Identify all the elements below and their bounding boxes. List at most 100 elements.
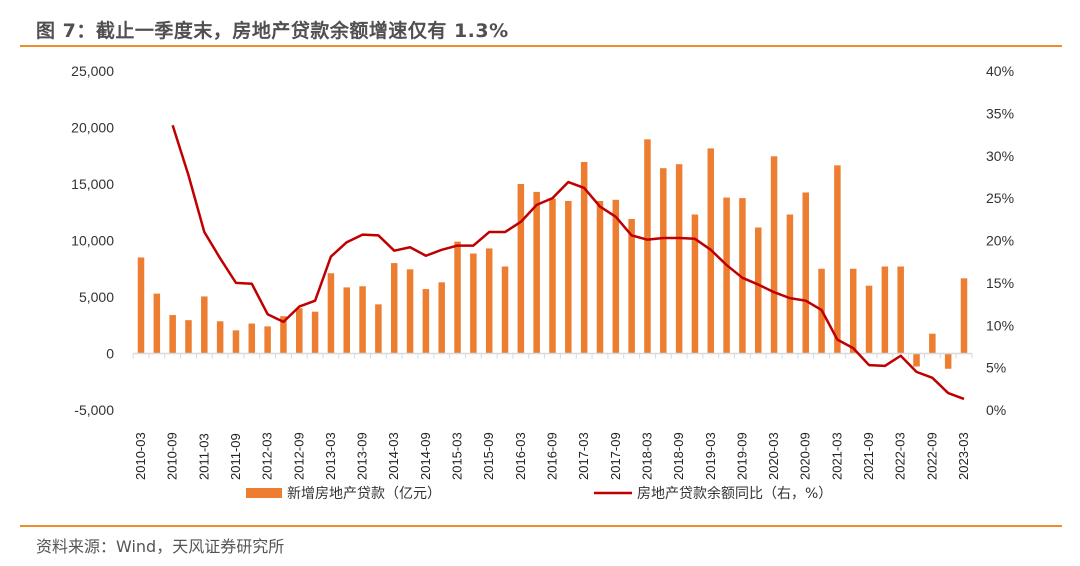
bar-2016-06 [533, 191, 540, 354]
left-axis-tick-label: 25,000 [71, 63, 114, 79]
x-axis-tick-label: 2018-03 [639, 432, 654, 480]
source-note: 资料来源：Wind，天风证券研究所 [36, 537, 285, 556]
x-axis-tick-label: 2012-03 [260, 432, 275, 480]
x-axis-tick-label: 2022-09 [924, 432, 939, 480]
x-axis-tick-label: 2013-03 [323, 432, 338, 480]
right-axis-tick-label: 30% [986, 148, 1014, 164]
right-axis-tick-label: 35% [986, 105, 1014, 121]
bar-2013-03 [327, 273, 335, 354]
x-axis-tick-label: 2013-09 [355, 432, 370, 480]
bar-2017-03 [580, 161, 588, 354]
bar-2012-03 [264, 326, 271, 354]
x-axis-tick-label: 2012-09 [291, 432, 306, 480]
right-axis-tick-label: 25% [986, 190, 1014, 206]
bar-2010-09 [169, 315, 176, 354]
x-axis-tick-label: 2021-03 [829, 432, 844, 480]
x-axis: 2010-03 2010-09 2011-03 2011-09 2012-03 2012-… [132, 352, 973, 480]
x-axis-tick-label: 2017-09 [608, 432, 623, 480]
bar-2020-09 [802, 192, 809, 354]
left-axis-tick-label: 0 [106, 346, 114, 362]
right-axis-tick-label: 0% [986, 402, 1006, 418]
bar-2010-12 [185, 320, 192, 354]
bar-2016-03 [517, 184, 525, 354]
bar-2016-12 [565, 200, 572, 354]
bar-2012-09 [296, 308, 303, 354]
bar-2020-06 [786, 214, 794, 354]
bar-2018-06 [660, 168, 667, 354]
bar-2013-12 [375, 304, 382, 354]
x-axis-tick-label: 2014-09 [418, 432, 433, 480]
bar-2018-09 [675, 164, 683, 354]
x-axis-tick-label: 2020-03 [766, 432, 781, 480]
bar-2015-12 [501, 266, 509, 354]
x-axis-tick-label: 2015-03 [450, 432, 465, 480]
x-axis-tick-label: 2018-09 [671, 432, 686, 480]
bar-2015-09 [485, 248, 493, 354]
bar-2019-09 [739, 198, 746, 354]
bar-2013-06 [343, 287, 350, 354]
bar-2015-06 [470, 253, 477, 354]
x-axis-tick-label: 2011-09 [228, 433, 243, 480]
left-axis-tick-label: 15,000 [71, 176, 114, 192]
source-divider [20, 525, 1062, 527]
x-axis-tick-label: 2011-03 [196, 433, 211, 480]
bar-2011-06 [216, 321, 224, 354]
bar-2010-03 [137, 257, 145, 354]
x-axis-tick-label: 2023-03 [956, 432, 971, 480]
bar-2014-06 [406, 269, 414, 354]
x-axis-tick-label: 2020-09 [798, 432, 813, 480]
legend-line-label: 房地产贷款余额同比（右，%） [637, 485, 832, 502]
bar-2012-06 [280, 316, 287, 354]
bar-2010-06 [153, 293, 161, 354]
x-axis-tick-label: 2010-03 [133, 432, 148, 480]
bar-2012-12 [311, 311, 319, 354]
bar-2017-06 [596, 200, 604, 354]
legend-bar-swatch [246, 488, 282, 498]
right-axis-tick-label: 5% [986, 360, 1006, 376]
bar-2021-06 [849, 268, 857, 354]
bar-2015-03 [454, 241, 461, 354]
bar-2018-03 [644, 139, 651, 354]
x-axis-tick-label: 2019-09 [734, 432, 749, 480]
bar-2019-12 [755, 227, 762, 354]
right-axis-tick-label: 15% [986, 275, 1014, 291]
bar-2018-12 [691, 214, 699, 354]
bar-2011-03 [201, 296, 208, 354]
bar-2013-09 [359, 286, 366, 354]
x-axis-tick-label: 2017-03 [576, 432, 591, 480]
bar-2014-12 [438, 282, 445, 354]
left-axis-tick-label: 10,000 [71, 233, 114, 249]
left-y-axis: -5,000 0 5,000 10,000 15,000 20,000 25,000 [71, 63, 114, 418]
left-axis-tick-label: -5,000 [74, 402, 114, 418]
bar-2022-12 [944, 353, 952, 369]
bar-2020-03 [770, 156, 778, 354]
bar-2022-09 [929, 333, 936, 354]
x-axis-tick-label: 2016-03 [513, 432, 528, 480]
bar-2017-12 [628, 219, 635, 354]
bar-2016-09 [549, 198, 556, 354]
x-axis-tick-label: 2016-09 [545, 432, 560, 480]
x-axis-tick-label: 2010-09 [165, 432, 180, 480]
right-axis-tick-label: 40% [986, 63, 1014, 79]
bar-2014-03 [390, 263, 398, 354]
right-axis-tick-label: 10% [986, 317, 1014, 333]
figure-title: 图 7：截止一季度末，房地产贷款余额增速仅有 1.3% [36, 20, 509, 42]
x-axis-tick-label: 2022-03 [893, 432, 908, 480]
bar-2023-03 [960, 278, 968, 354]
bar-2011-09 [232, 330, 240, 354]
bar-2011-12 [248, 323, 256, 354]
title-divider [20, 45, 1062, 47]
bar-2022-03 [897, 266, 904, 354]
x-axis-tick-label: 2015-09 [481, 432, 496, 480]
x-axis-tick-label: 2021-09 [861, 432, 876, 480]
bar-2014-09 [422, 289, 430, 354]
legend-bar-label: 新增房地产贷款（亿元） [287, 486, 441, 502]
right-y-axis: 0% 5% 10% 15% 20% 25% 30% 35% 40% [986, 63, 1014, 418]
bar-2021-03 [834, 165, 841, 354]
legend: 新增房地产贷款（亿元） 房地产贷款余额同比（右，%） [246, 485, 832, 502]
x-axis-tick-label: 2019-03 [703, 432, 718, 480]
left-axis-tick-label: 5,000 [79, 289, 114, 305]
bar-2017-09 [612, 199, 620, 354]
bar-series [137, 139, 968, 369]
